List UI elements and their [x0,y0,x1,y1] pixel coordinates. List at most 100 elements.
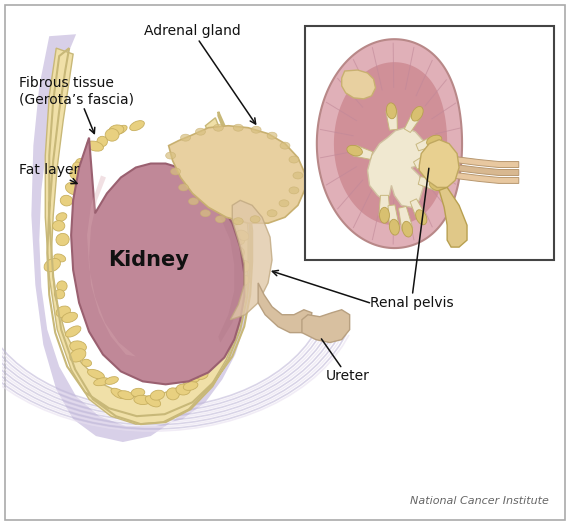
Ellipse shape [223,318,235,327]
Polygon shape [258,283,312,333]
Text: Kidney: Kidney [108,250,189,270]
FancyBboxPatch shape [6,5,564,520]
Ellipse shape [62,312,78,322]
Ellipse shape [347,145,363,156]
Ellipse shape [289,187,299,194]
Ellipse shape [166,388,180,400]
Ellipse shape [70,341,87,352]
Ellipse shape [86,141,103,151]
Ellipse shape [233,294,245,304]
Ellipse shape [56,234,69,246]
Text: Renal pelvis: Renal pelvis [369,169,453,310]
Polygon shape [404,111,421,132]
Ellipse shape [54,254,66,262]
Ellipse shape [289,156,299,163]
Ellipse shape [219,328,229,335]
Ellipse shape [56,213,67,221]
Polygon shape [379,195,390,215]
Ellipse shape [234,276,250,287]
Ellipse shape [279,200,289,207]
Polygon shape [169,125,305,223]
Ellipse shape [66,182,82,195]
Ellipse shape [280,142,290,149]
Ellipse shape [105,129,119,141]
Ellipse shape [251,126,261,133]
Polygon shape [386,110,397,130]
Polygon shape [439,187,467,247]
Ellipse shape [233,218,243,225]
Ellipse shape [97,136,108,146]
Ellipse shape [218,189,234,197]
Polygon shape [420,140,459,187]
Ellipse shape [215,165,226,176]
Text: Fibrous tissue
(Gerota’s fascia): Fibrous tissue (Gerota’s fascia) [19,76,135,133]
Polygon shape [87,175,136,356]
Polygon shape [455,164,519,175]
Polygon shape [341,70,376,99]
Ellipse shape [111,388,126,398]
Polygon shape [194,175,244,343]
Ellipse shape [70,349,86,362]
Polygon shape [31,34,252,442]
Polygon shape [45,48,248,424]
Ellipse shape [386,103,397,119]
Ellipse shape [55,290,64,299]
Ellipse shape [178,184,189,191]
Ellipse shape [380,207,389,223]
Ellipse shape [134,395,150,405]
Text: Fat layer: Fat layer [19,163,80,184]
Ellipse shape [215,216,225,223]
Ellipse shape [105,376,119,384]
Ellipse shape [402,222,413,237]
Ellipse shape [267,210,277,217]
Polygon shape [302,310,349,343]
Ellipse shape [229,247,245,260]
Ellipse shape [228,204,241,215]
Ellipse shape [187,373,200,382]
Polygon shape [230,201,272,320]
Ellipse shape [189,198,198,205]
Ellipse shape [429,180,445,191]
Polygon shape [317,39,462,248]
Ellipse shape [209,345,222,356]
Ellipse shape [145,396,161,407]
Polygon shape [455,173,519,183]
Ellipse shape [223,306,240,317]
Ellipse shape [109,125,124,135]
Ellipse shape [293,172,303,179]
Ellipse shape [130,121,144,131]
Polygon shape [455,156,519,167]
Ellipse shape [424,152,439,163]
Ellipse shape [66,326,81,337]
Ellipse shape [232,236,245,245]
Polygon shape [71,138,244,384]
Ellipse shape [233,124,243,131]
Ellipse shape [181,134,190,141]
Polygon shape [413,153,434,169]
Polygon shape [388,205,399,228]
Ellipse shape [426,135,442,146]
Ellipse shape [82,359,92,366]
Ellipse shape [166,152,176,159]
Ellipse shape [197,371,208,380]
Ellipse shape [238,260,250,272]
Ellipse shape [267,132,277,139]
Polygon shape [418,176,439,191]
Polygon shape [353,145,373,160]
Ellipse shape [75,159,86,168]
Ellipse shape [87,370,104,379]
Text: Adrenal gland: Adrenal gland [144,24,255,124]
Ellipse shape [52,220,65,231]
Text: Ureter: Ureter [321,339,369,383]
Ellipse shape [93,378,109,386]
Ellipse shape [416,209,427,225]
Ellipse shape [150,390,165,400]
Text: National Cancer Institute: National Cancer Institute [410,496,548,506]
Polygon shape [416,136,436,151]
Ellipse shape [213,124,223,131]
Ellipse shape [60,195,72,206]
Polygon shape [334,62,447,225]
Ellipse shape [412,107,423,121]
Ellipse shape [72,162,83,173]
Ellipse shape [176,384,190,395]
